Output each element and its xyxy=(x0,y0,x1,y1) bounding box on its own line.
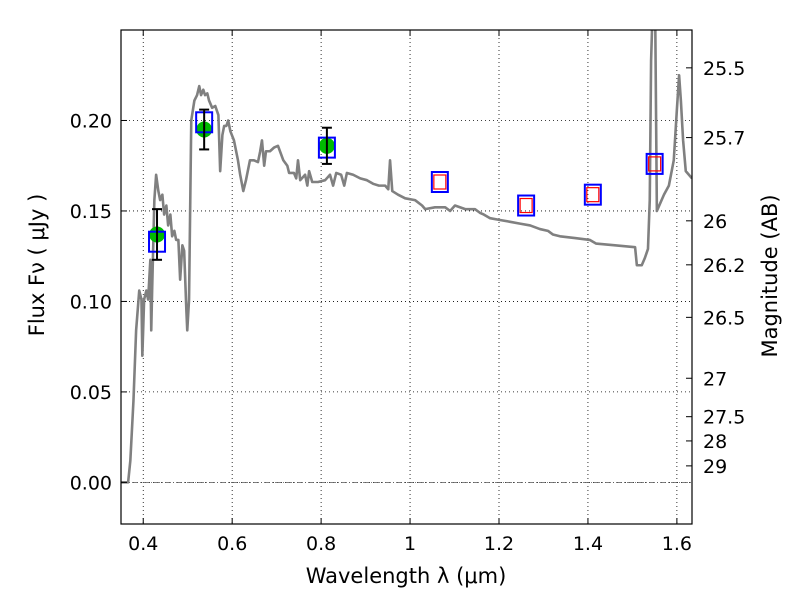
x-tick-label: 0.8 xyxy=(306,533,336,555)
plot-frame xyxy=(120,29,693,525)
model-upper-square xyxy=(519,197,533,214)
right-tick-label: 26.5 xyxy=(703,307,745,329)
right-tick-label: 27.5 xyxy=(703,407,745,429)
x-tick-label: 1 xyxy=(404,533,416,555)
right-tick-label: 26 xyxy=(703,211,727,233)
right-tick-label: 25.7 xyxy=(703,128,745,150)
spectrum-line xyxy=(121,30,692,484)
x-tick-label: 0.4 xyxy=(128,533,158,555)
y-axis-label: Flux Fν ( μJy ) xyxy=(25,194,49,337)
right-tick-label: 28 xyxy=(703,431,727,453)
right-tick-label: 29 xyxy=(703,456,727,478)
right-tick-label: 26.2 xyxy=(703,255,745,277)
x-tick-label: 1.2 xyxy=(484,533,514,555)
right-tick-label: 27 xyxy=(703,368,727,390)
model-square xyxy=(517,194,536,217)
y-axis-right-label: Magnitude (AB) xyxy=(758,194,782,357)
model-upper-square xyxy=(648,156,662,172)
x-axis-label: Wavelength λ (μm) xyxy=(306,564,507,588)
y-tick-label: 0.20 xyxy=(70,110,112,132)
y-tick-label: 0.05 xyxy=(70,382,112,404)
x-tick-label: 1.6 xyxy=(662,533,692,555)
model-upper-square xyxy=(433,174,447,190)
y-tick-label: 0.00 xyxy=(70,472,112,494)
y-tick-label: 0.10 xyxy=(70,291,112,313)
grid xyxy=(121,30,692,524)
ticks: 0.4 0.6 0.8 1 1.2 1.4 1.6 0.00 0.05 0.10 0.15 0.20 2… xyxy=(70,30,745,555)
x-tick-label: 0.6 xyxy=(217,533,247,555)
right-tick-label: 25.5 xyxy=(703,58,745,80)
x-tick-label: 1.4 xyxy=(573,533,603,555)
plot-area xyxy=(121,30,692,484)
model-upper-square xyxy=(586,187,600,203)
model-square xyxy=(645,152,664,175)
y-tick-label: 0.15 xyxy=(70,201,112,223)
model-square xyxy=(430,171,449,193)
model-square xyxy=(583,183,602,206)
